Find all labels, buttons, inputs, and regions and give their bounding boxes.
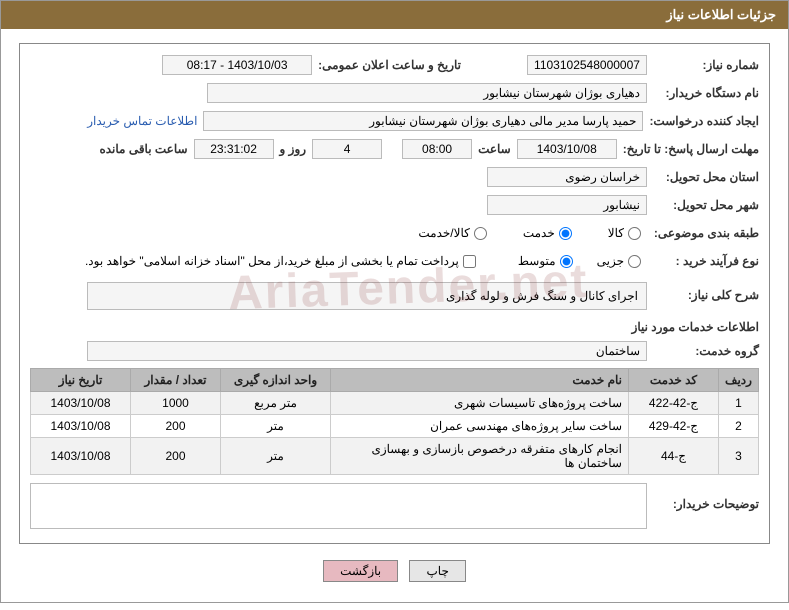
cat-both-option[interactable]: کالا/خدمت <box>418 226 486 240</box>
cell-date: 1403/10/08 <box>31 438 131 475</box>
row-deadline: مهلت ارسال پاسخ: تا تاریخ: 1403/10/08 سا… <box>30 138 759 160</box>
announce-value: 1403/10/03 - 08:17 <box>162 55 312 75</box>
page-title: جزئیات اطلاعات نیاز <box>666 7 776 22</box>
buyer-notes-label: توضیحات خریدار: <box>647 483 759 511</box>
cat-service-radio[interactable] <box>559 227 572 240</box>
cell-qty: 200 <box>131 438 221 475</box>
service-group-label: گروه خدمت: <box>647 344 759 358</box>
time-label: ساعت <box>472 142 517 156</box>
remaining-label: ساعت باقی مانده <box>93 142 193 156</box>
overall-desc-value: اجرای کانال و سنگ فرش و لوله گذاری <box>87 282 647 310</box>
cell-name: ساخت سایر پروژه‌های مهندسی عمران <box>331 415 629 438</box>
row-category: طبقه بندی موضوعی: کالا خدمت کالا/خدمت <box>30 222 759 244</box>
cat-both-text: کالا/خدمت <box>418 226 469 240</box>
cell-code: ج-42-429 <box>629 415 719 438</box>
need-no-label: شماره نیاز: <box>647 58 759 72</box>
row-service-group: گروه خدمت: ساختمان <box>30 340 759 362</box>
cat-goods-text: کالا <box>608 226 624 240</box>
row-need-number: شماره نیاز: 1103102548000007 تاریخ و ساع… <box>30 54 759 76</box>
back-button[interactable]: بازگشت <box>323 560 398 582</box>
cat-goods-option[interactable]: کالا <box>608 226 641 240</box>
row-purchase-type: نوع فرآیند خرید : جزیی متوسط پرداخت تمام… <box>30 250 759 272</box>
th-name: نام خدمت <box>331 369 629 392</box>
pt-small-text: جزیی <box>597 254 624 268</box>
deadline-date: 1403/10/08 <box>517 139 617 159</box>
buyer-notes-box <box>30 483 647 529</box>
deadline-label: مهلت ارسال پاسخ: تا تاریخ: <box>617 142 759 156</box>
service-group-value: ساختمان <box>87 341 647 361</box>
pt-medium-option[interactable]: متوسط <box>518 254 573 268</box>
form-panel: شماره نیاز: 1103102548000007 تاریخ و ساع… <box>19 43 770 544</box>
th-date: تاریخ نیاز <box>31 369 131 392</box>
buyer-org-value: دهیاری بوژان شهرستان نیشابور <box>207 83 647 103</box>
services-table: ردیف کد خدمت نام خدمت واحد اندازه گیری ت… <box>30 368 759 475</box>
row-province: استان محل تحویل: خراسان رضوی <box>30 166 759 188</box>
button-row: چاپ بازگشت <box>19 552 770 592</box>
row-requester: ایجاد کننده درخواست: حمید پارسا مدیر مال… <box>30 110 759 132</box>
table-body: 1 ج-42-422 ساخت پروژه‌های تاسیسات شهری م… <box>31 392 759 475</box>
service-info-title: اطلاعات خدمات مورد نیاز <box>30 320 759 334</box>
print-button[interactable]: چاپ <box>409 560 465 582</box>
row-overall-desc: شرح کلی نیاز: اجرای کانال و سنگ فرش و لو… <box>30 282 759 310</box>
cell-unit: متر مربع <box>221 392 331 415</box>
countdown-value: 23:31:02 <box>194 139 274 159</box>
page-container: جزئیات اطلاعات نیاز شماره نیاز: 11031025… <box>0 0 789 603</box>
pt-small-option[interactable]: جزیی <box>597 254 641 268</box>
cell-n: 3 <box>719 438 759 475</box>
city-label: شهر محل تحویل: <box>647 198 759 212</box>
cell-qty: 200 <box>131 415 221 438</box>
requester-label: ایجاد کننده درخواست: <box>643 114 759 128</box>
table-row: 3 ج-44 انجام کارهای متفرقه درخصوص بازساز… <box>31 438 759 475</box>
announce-label: تاریخ و ساعت اعلان عمومی: <box>312 58 467 72</box>
need-no-value: 1103102548000007 <box>527 55 647 75</box>
days-value: 4 <box>312 139 382 159</box>
row-buyer-org: نام دستگاه خریدار: دهیاری بوژان شهرستان … <box>30 82 759 104</box>
table-row: 1 ج-42-422 ساخت پروژه‌های تاسیسات شهری م… <box>31 392 759 415</box>
treasury-checkbox[interactable] <box>463 255 476 268</box>
province-label: استان محل تحویل: <box>647 170 759 184</box>
cell-name: انجام کارهای متفرقه درخصوص بازسازی و بهس… <box>331 438 629 475</box>
cat-goods-radio[interactable] <box>628 227 641 240</box>
table-row: 2 ج-42-429 ساخت سایر پروژه‌های مهندسی عم… <box>31 415 759 438</box>
row-city: شهر محل تحویل: نیشابور <box>30 194 759 216</box>
cat-service-text: خدمت <box>523 226 555 240</box>
cell-n: 1 <box>719 392 759 415</box>
deadline-time: 08:00 <box>402 139 472 159</box>
cat-service-option[interactable]: خدمت <box>523 226 572 240</box>
province-value: خراسان رضوی <box>487 167 647 187</box>
overall-label: شرح کلی نیاز: <box>647 282 759 302</box>
page-title-bar: جزئیات اطلاعات نیاز <box>1 1 788 29</box>
th-row: ردیف <box>719 369 759 392</box>
table-header-row: ردیف کد خدمت نام خدمت واحد اندازه گیری ت… <box>31 369 759 392</box>
purchase-type-label: نوع فرآیند خرید : <box>647 254 759 268</box>
cell-unit: متر <box>221 438 331 475</box>
cell-name: ساخت پروژه‌های تاسیسات شهری <box>331 392 629 415</box>
requester-value: حمید پارسا مدیر مالی دهیاری بوژان شهرستا… <box>203 111 643 131</box>
pt-medium-text: متوسط <box>518 254 556 268</box>
category-label: طبقه بندی موضوعی: <box>647 226 759 240</box>
cell-n: 2 <box>719 415 759 438</box>
cat-both-radio[interactable] <box>474 227 487 240</box>
pt-small-radio[interactable] <box>628 255 641 268</box>
pt-medium-radio[interactable] <box>560 255 573 268</box>
buyer-org-label: نام دستگاه خریدار: <box>647 86 759 100</box>
th-unit: واحد اندازه گیری <box>221 369 331 392</box>
buyer-contact-link[interactable]: اطلاعات تماس خریدار <box>87 114 197 128</box>
row-buyer-notes: توضیحات خریدار: <box>30 483 759 529</box>
cell-code: ج-42-422 <box>629 392 719 415</box>
cell-qty: 1000 <box>131 392 221 415</box>
th-qty: تعداد / مقدار <box>131 369 221 392</box>
th-code: کد خدمت <box>629 369 719 392</box>
city-value: نیشابور <box>487 195 647 215</box>
content-area: شماره نیاز: 1103102548000007 تاریخ و ساع… <box>1 29 788 602</box>
treasury-note: پرداخت تمام یا بخشی از مبلغ خرید،از محل … <box>85 254 459 268</box>
cell-code: ج-44 <box>629 438 719 475</box>
cell-unit: متر <box>221 415 331 438</box>
cell-date: 1403/10/08 <box>31 415 131 438</box>
cell-date: 1403/10/08 <box>31 392 131 415</box>
treasury-checkbox-wrap[interactable]: پرداخت تمام یا بخشی از مبلغ خرید،از محل … <box>85 254 476 268</box>
days-and-label: روز و <box>274 142 313 156</box>
